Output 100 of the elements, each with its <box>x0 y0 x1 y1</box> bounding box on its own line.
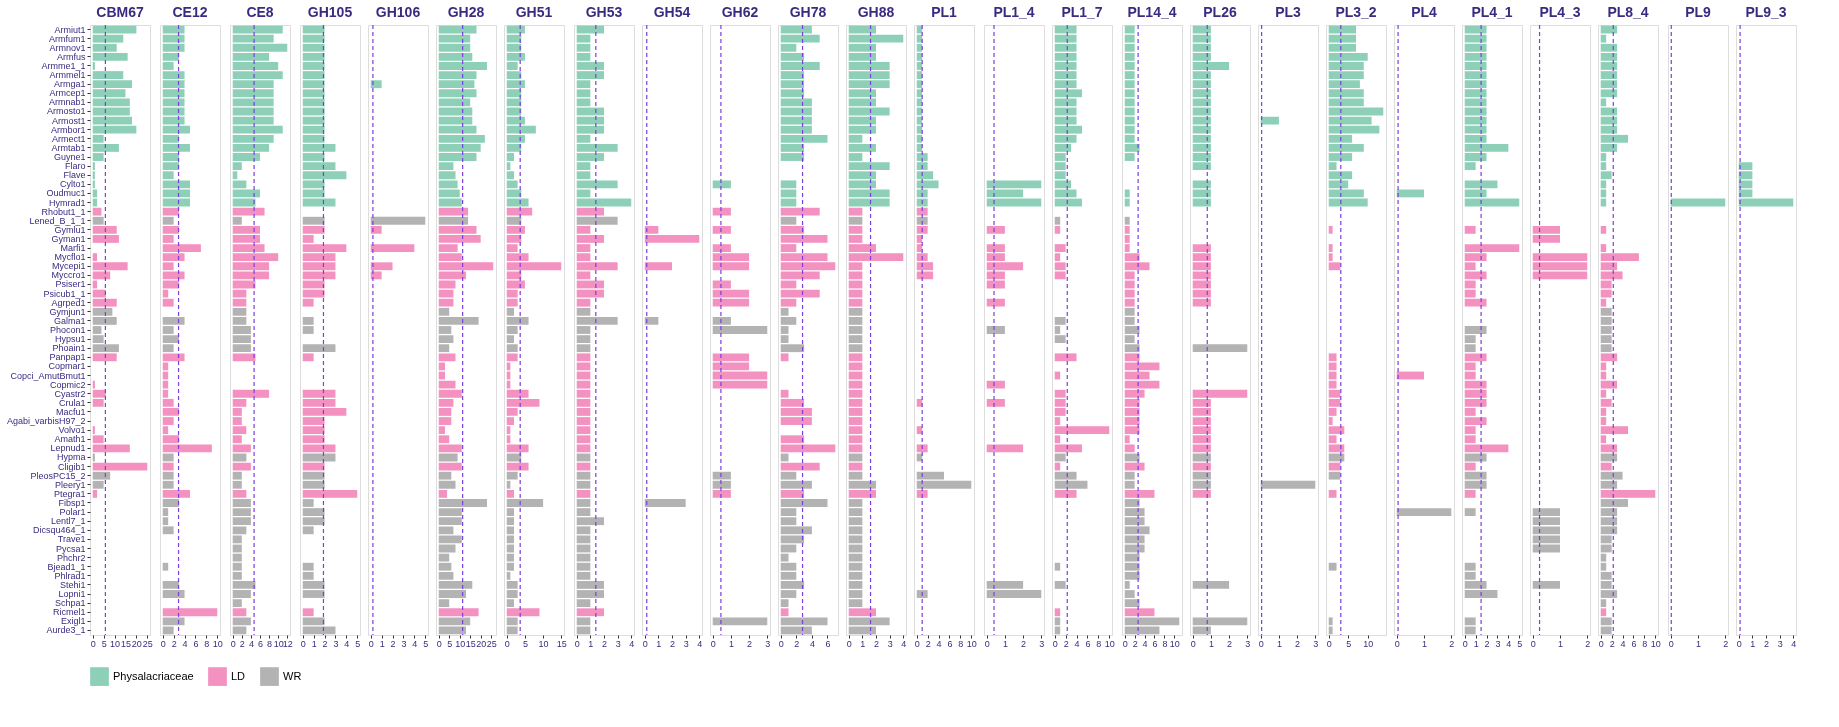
bar <box>1600 626 1612 635</box>
y-tick-label: Hypsu1 <box>54 334 86 345</box>
y-tick-label: Armost1 <box>51 115 86 126</box>
bar <box>780 298 797 307</box>
bar <box>1600 280 1612 289</box>
bar <box>576 353 591 362</box>
bar <box>576 617 591 626</box>
bar <box>506 489 514 498</box>
x-tick-label: 2 <box>601 638 608 649</box>
x-tick-label: 6 <box>193 638 199 649</box>
x-tick-label: 1 <box>1557 638 1564 649</box>
x-tick-label: 0 <box>1190 638 1196 649</box>
x-tick-label: 2 <box>873 638 880 649</box>
x-tick-label: 0 <box>1052 638 1058 649</box>
bar <box>1124 189 1130 198</box>
x-tick-label: 0 <box>90 638 96 649</box>
chart-title: PL26 <box>1203 4 1237 21</box>
bar <box>1600 353 1618 362</box>
y-tick-label: Pleery1 <box>54 479 86 490</box>
chart-title: CE12 <box>172 4 208 21</box>
chart-title: PL9 <box>1685 4 1712 21</box>
bar <box>986 225 1005 234</box>
chart-title: GH51 <box>515 4 553 21</box>
chart-title: GH78 <box>789 4 827 21</box>
chart-title: GH53 <box>585 4 623 21</box>
bar <box>848 617 890 626</box>
x-tick-label: 4 <box>697 638 703 649</box>
x-tick-label: 6 <box>825 638 831 649</box>
bar <box>370 216 426 225</box>
x-tick-label: 0 <box>984 638 990 649</box>
x-tick-label: 5 <box>355 638 361 649</box>
y-tick-label: Agabi_varbisH97_2 <box>6 416 86 427</box>
x-tick-label: 1 <box>1276 638 1282 649</box>
bar <box>1124 280 1135 289</box>
x-tick-label: 2 <box>925 638 931 649</box>
y-tick-label: Armme1_1 <box>41 60 86 71</box>
x-tick-label: 3 <box>1777 638 1783 649</box>
bar <box>986 444 1024 453</box>
x-tick-label: 4 <box>1620 638 1626 649</box>
y-tick-label: Copmic2 <box>49 379 86 390</box>
bar <box>1464 626 1476 635</box>
bar <box>302 353 314 362</box>
y-tick-label: Copci_AmutBmut1 <box>10 370 86 381</box>
bar <box>1124 289 1135 298</box>
bar <box>848 207 863 216</box>
bar <box>232 353 256 362</box>
x-tick-label: 2 <box>171 638 177 649</box>
x-tick-label: 3 <box>1495 638 1501 649</box>
bar <box>712 298 750 307</box>
bar <box>644 316 659 325</box>
bar <box>438 453 458 462</box>
x-tick-label: 6 <box>1085 638 1091 649</box>
y-tick-label: Flave <box>63 170 86 181</box>
x-tick-label: 20 <box>476 638 487 649</box>
y-tick-label: Ptegra1 <box>53 488 86 499</box>
x-tick-label: 0 <box>1462 638 1468 649</box>
x-tick-label: 0 <box>846 638 852 649</box>
y-tick-label: Gymlu1 <box>54 224 86 235</box>
bar <box>1192 344 1248 353</box>
bar <box>370 244 415 252</box>
bar <box>916 444 928 453</box>
bar <box>232 608 247 617</box>
y-tick-label: Gymjun1 <box>49 306 86 317</box>
x-tick-label: 4 <box>182 638 188 649</box>
bar <box>1464 489 1476 498</box>
x-tick-label: 2 <box>322 638 328 649</box>
x-tick-label: 12 <box>282 638 293 649</box>
bar <box>1464 617 1476 626</box>
chart-title: PL4_3 <box>1539 4 1581 21</box>
bar <box>1124 216 1130 225</box>
x-tick-label: 20 <box>131 638 142 649</box>
x-tick-label: 3 <box>887 638 893 649</box>
bar <box>162 562 169 571</box>
bar <box>438 189 460 198</box>
bar <box>780 453 789 462</box>
y-tick-label: Copmar1 <box>48 361 86 372</box>
y-tick-label: Mycflo1 <box>54 252 86 263</box>
y-tick-label: Armmel1 <box>49 70 86 81</box>
bar <box>1464 508 1476 516</box>
y-tick-label: Guyne1 <box>53 152 86 163</box>
y-tick-label: Phlrad1 <box>54 570 86 581</box>
x-tick-label: 25 <box>486 638 497 649</box>
bar <box>1124 25 1135 34</box>
x-tick-label: 10 <box>110 638 121 649</box>
bar <box>162 462 174 471</box>
bar <box>576 489 591 498</box>
x-tick-label: 2 <box>794 638 800 649</box>
bar <box>848 489 876 498</box>
chart-title: PL4 <box>1411 4 1438 21</box>
x-tick-label: 6 <box>257 638 264 649</box>
y-tick-label: Hymrad1 <box>48 197 86 208</box>
bar <box>302 608 314 617</box>
x-tick-label: 2 <box>1763 638 1770 649</box>
y-tick-label: Armfus <box>56 51 86 62</box>
bar <box>438 353 456 362</box>
chart-title: GH106 <box>375 4 421 21</box>
x-tick-label: 0 <box>1668 638 1674 649</box>
y-tick-label: Phchr2 <box>56 552 86 563</box>
bar <box>848 298 863 307</box>
y-tick-label: Armfum1 <box>48 33 86 44</box>
